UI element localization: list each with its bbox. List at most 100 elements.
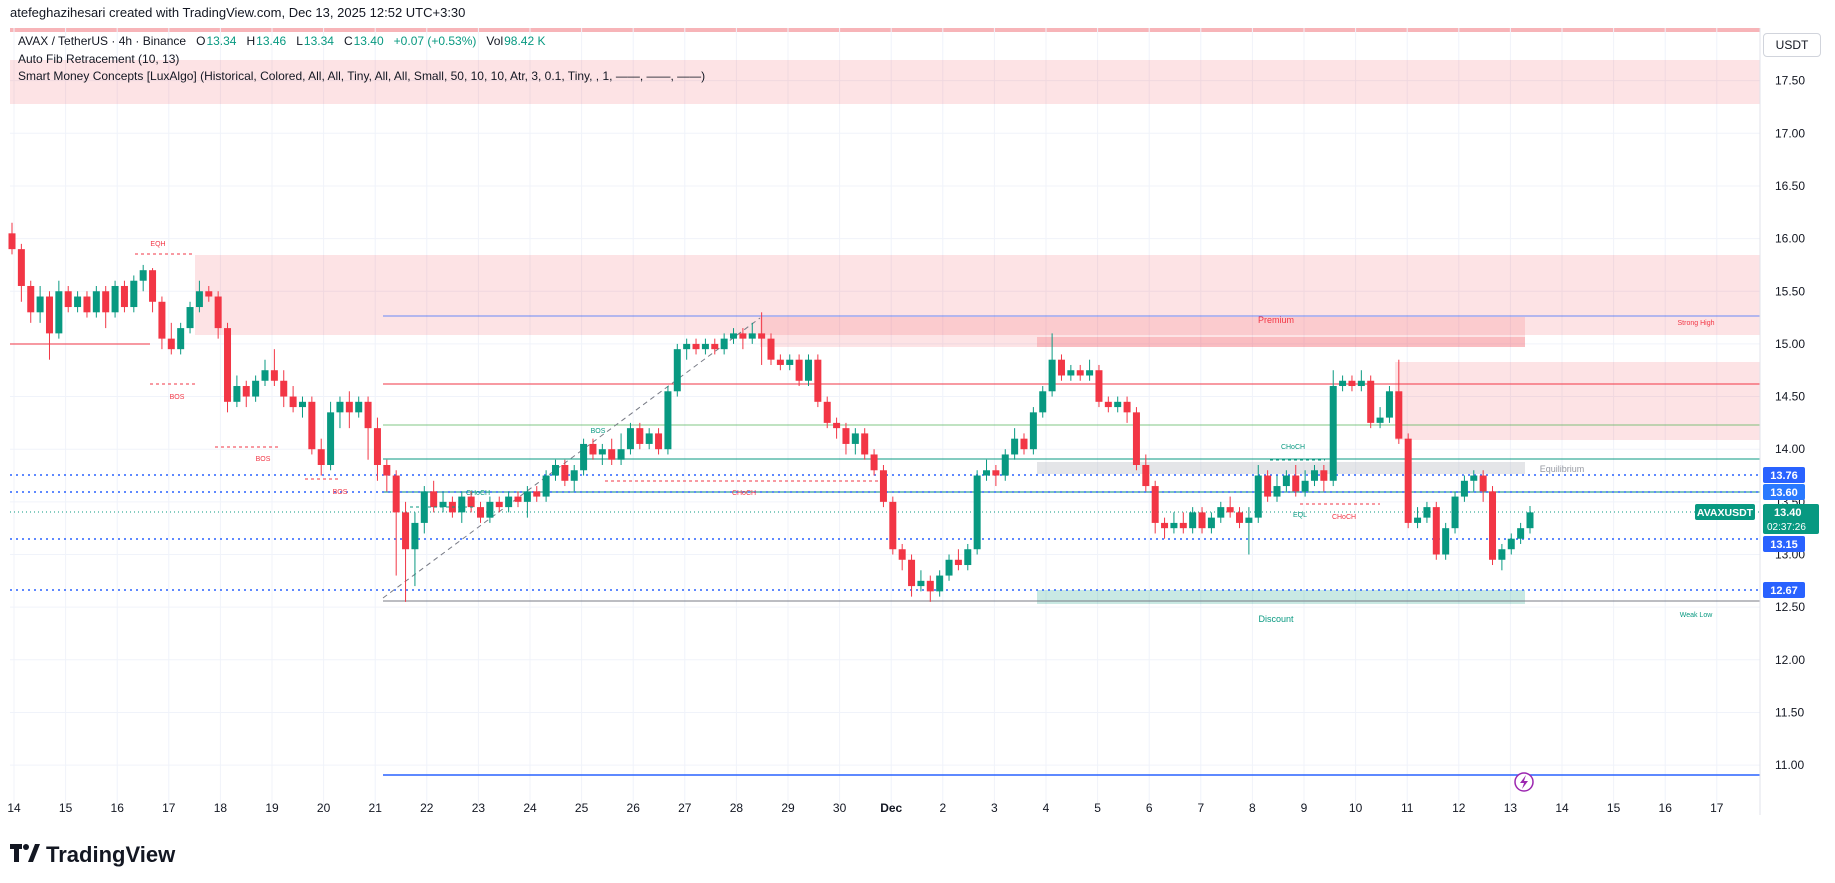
candle-body — [486, 501, 494, 518]
candle-body — [383, 464, 391, 476]
candle-body — [917, 580, 925, 587]
indicator-fib-legend[interactable]: Auto Fib Retracement (10, 13) — [18, 52, 180, 66]
candle-body — [1086, 370, 1094, 376]
x-tick-label: 3 — [991, 801, 998, 815]
low-value: 13.34 — [303, 34, 334, 48]
symbol-name[interactable]: AVAX / TetherUS · 4h · Binance — [18, 34, 187, 48]
candle-body — [327, 412, 335, 465]
candle-body — [767, 338, 775, 360]
choch-label: CHoCH — [1332, 514, 1356, 521]
x-tick-label: 26 — [627, 801, 641, 815]
candle-body — [1207, 517, 1215, 529]
close-value: 13.40 — [353, 34, 384, 48]
x-tick-label: Dec — [880, 801, 902, 815]
candle-body — [692, 343, 700, 350]
current-price-badge — [1763, 504, 1819, 534]
candle-body — [786, 359, 794, 365]
candle-body — [1348, 380, 1356, 387]
candle-body — [1029, 412, 1037, 450]
candle-body — [1151, 486, 1159, 523]
candle-body — [64, 291, 72, 308]
low-label: L — [296, 34, 303, 48]
y-tick-label: 15.50 — [1775, 284, 1805, 298]
x-tick-label: 15 — [59, 801, 73, 815]
x-tick-label: 21 — [369, 801, 383, 815]
candle-body — [1170, 522, 1178, 529]
volume-label: Vol — [486, 34, 504, 48]
candle-body — [345, 401, 353, 413]
price-badge-label: 13.60 — [1770, 487, 1798, 499]
candle-body — [1329, 386, 1337, 481]
candle-body — [1236, 512, 1244, 523]
candle-body — [1395, 391, 1403, 439]
candle-body — [1498, 549, 1506, 560]
candle-body — [851, 433, 859, 444]
y-tick-label: 16.50 — [1775, 179, 1805, 193]
candle-body — [139, 270, 147, 281]
tradingview-mark-icon — [10, 842, 40, 868]
candle-body — [551, 464, 559, 476]
tradingview-logo: TradingView — [10, 840, 175, 870]
x-tick-label: 2 — [939, 801, 946, 815]
candle-body — [1142, 464, 1150, 487]
candle-body — [589, 443, 597, 455]
candle-body — [402, 512, 410, 550]
chart-author-line: atefeghazihesari created with TradingVie… — [10, 5, 466, 20]
candle-body — [983, 470, 991, 476]
choch-label: CHoCH — [732, 490, 756, 497]
candle-body — [1404, 438, 1412, 523]
open-label: O — [196, 34, 206, 48]
candle-body — [1282, 475, 1290, 487]
candle-body — [973, 475, 981, 550]
y-tick-label: 14.50 — [1775, 390, 1805, 404]
bos-label: BOS — [256, 456, 271, 463]
y-tick-label: 17.50 — [1775, 74, 1805, 88]
price-badge — [1763, 484, 1805, 500]
indicator-smc-legend[interactable]: Smart Money Concepts [LuxAlgo] (Historic… — [18, 69, 706, 83]
x-tick-label: 11 — [1401, 801, 1414, 815]
candle-body — [1226, 507, 1234, 513]
candle-body — [111, 285, 119, 313]
candle-body — [186, 307, 194, 329]
discount-zone — [1037, 590, 1525, 604]
top-band — [10, 28, 1760, 32]
candle-body — [655, 433, 663, 450]
candle-body — [1123, 401, 1131, 413]
candle-body — [1442, 528, 1450, 555]
candle-body — [1011, 438, 1019, 455]
bos-label: BOS — [333, 489, 348, 496]
candle-body — [1254, 475, 1262, 518]
candle-body — [1114, 401, 1122, 408]
premium-label: Premium — [1258, 315, 1294, 325]
x-tick-label: 18 — [214, 801, 228, 815]
candle-body — [1067, 370, 1075, 376]
x-tick-label: 17 — [1710, 801, 1724, 815]
candle-body — [411, 522, 419, 550]
candle-body — [45, 296, 53, 334]
candle-body — [17, 249, 25, 286]
candle-body — [992, 470, 1000, 476]
x-tick-label: 25 — [575, 801, 589, 815]
candle-body — [158, 301, 166, 339]
candle-body — [1432, 507, 1440, 555]
candle-body — [748, 333, 756, 339]
candle-body — [477, 507, 485, 518]
candle-body — [74, 296, 82, 308]
candle-body — [1451, 496, 1459, 529]
currency-selector[interactable]: USDT — [1763, 33, 1821, 57]
x-tick-label: 10 — [1349, 801, 1363, 815]
candle-body — [908, 559, 916, 587]
x-tick-label: 20 — [317, 801, 331, 815]
candle-body — [964, 549, 972, 566]
bos-label: BOS — [591, 428, 606, 435]
close-label: C — [343, 34, 353, 48]
equilibrium-label: Equilibrium — [1540, 464, 1585, 474]
candle-body — [1245, 517, 1253, 523]
candle-body — [242, 386, 250, 397]
candle-body — [83, 296, 91, 313]
symbol-badge-label: AVAXUSDT — [1697, 507, 1754, 519]
price-badge-label: 12.67 — [1770, 585, 1798, 597]
candle-body — [1198, 512, 1206, 529]
candle-body — [1076, 370, 1084, 376]
